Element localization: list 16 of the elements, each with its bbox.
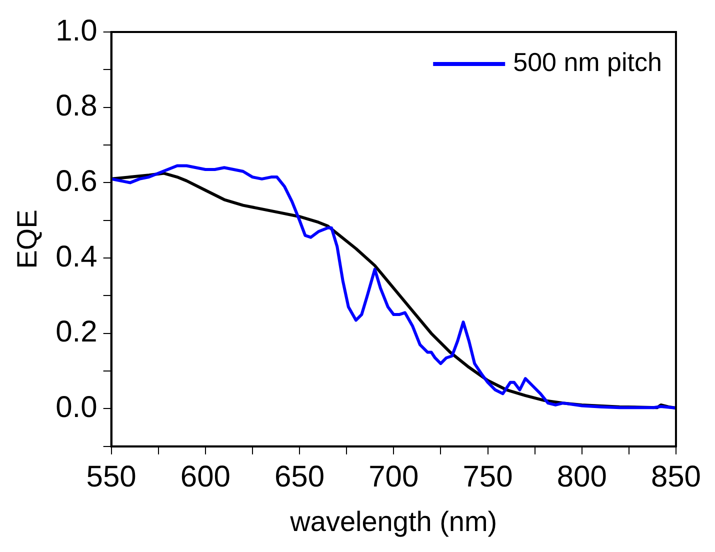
y-tick-label: 0.6 xyxy=(56,164,98,198)
y-tick-label: 0.8 xyxy=(56,90,98,123)
y-tick-label: 1.0 xyxy=(56,14,98,48)
x-tick-label: 600 xyxy=(180,460,230,494)
x-tick-label: 850 xyxy=(650,460,702,494)
y-axis-title: EQE xyxy=(12,210,43,269)
y-tick-label: 0.2 xyxy=(56,316,98,349)
x-tick-label: 550 xyxy=(86,460,136,494)
legend-label: 500 nm pitch xyxy=(513,47,662,78)
x-axis-title: wavelength (nm) xyxy=(289,506,498,537)
y-tick-label: 0.0 xyxy=(56,390,98,424)
x-tick-label: 650 xyxy=(274,460,325,494)
x-tick-label: 750 xyxy=(462,460,513,494)
y-tick-label: 0.4 xyxy=(56,240,98,274)
x-tick-label: 800 xyxy=(556,460,607,494)
x-tick-label: 700 xyxy=(368,460,419,494)
